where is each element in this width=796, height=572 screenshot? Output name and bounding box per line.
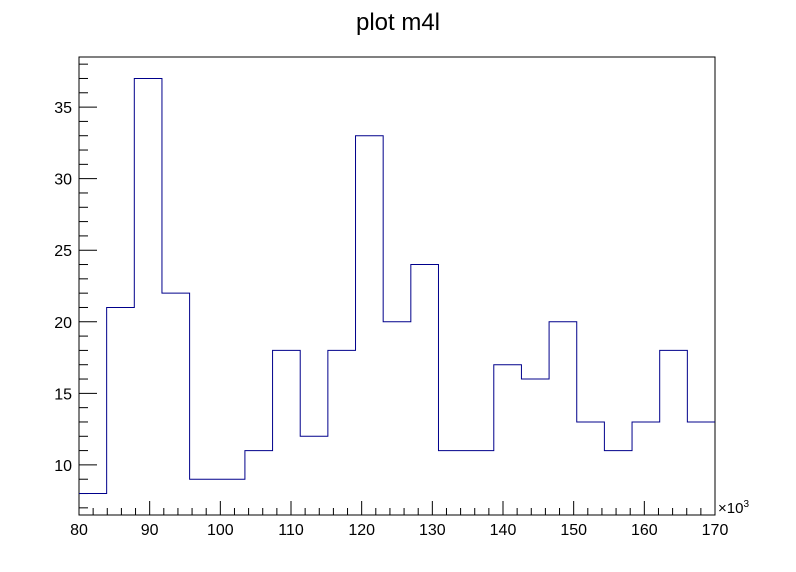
x-axis: 80 90 100 110 120 130 140 150 160 170 — [70, 501, 728, 539]
x-tick-label: 110 — [278, 522, 304, 539]
y-tick-label: 25 — [54, 243, 72, 260]
x-tick-label: 100 — [207, 522, 234, 539]
x-axis-multiplier: ×103 — [718, 499, 749, 517]
chart-title: plot m4l — [356, 9, 440, 36]
y-tick-label: 15 — [54, 386, 72, 403]
x-axis-multiplier-exponent: 3 — [743, 499, 749, 510]
y-axis: 10 15 20 25 30 35 — [54, 63, 97, 509]
x-tick-label: 170 — [702, 522, 729, 539]
x-tick-label: 140 — [490, 522, 517, 539]
y-tick-label: 10 — [54, 458, 72, 475]
x-tick-label: 160 — [631, 522, 658, 539]
x-tick-label: 80 — [70, 522, 88, 539]
y-tick-label: 20 — [54, 315, 72, 332]
x-tick-label: 120 — [348, 522, 375, 539]
x-axis-multiplier-base: ×10 — [718, 500, 743, 517]
x-tick-label: 90 — [141, 522, 159, 539]
y-tick-label: 30 — [54, 172, 72, 189]
x-tick-label: 150 — [560, 522, 587, 539]
x-tick-label: 130 — [419, 522, 446, 539]
y-tick-label: 35 — [54, 100, 72, 117]
plot-frame — [78, 56, 716, 516]
histogram-series-line — [79, 77, 715, 495]
